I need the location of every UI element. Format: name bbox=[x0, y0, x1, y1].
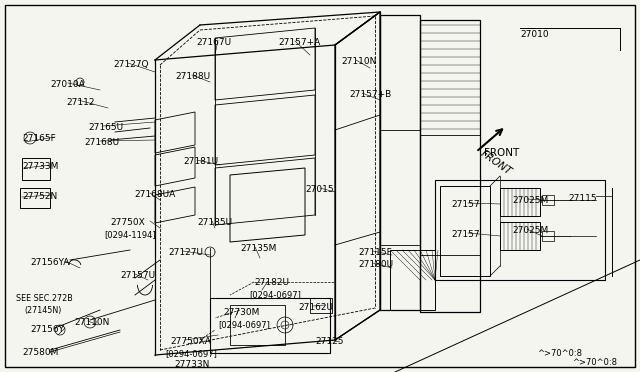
Text: 27115F: 27115F bbox=[358, 248, 392, 257]
Text: 27025M: 27025M bbox=[512, 196, 548, 205]
Text: 27157+A: 27157+A bbox=[278, 38, 320, 47]
Text: 27162U: 27162U bbox=[298, 303, 333, 312]
Text: 27168U: 27168U bbox=[84, 138, 119, 147]
Bar bbox=[435, 180, 605, 280]
Text: 27188U: 27188U bbox=[175, 72, 210, 81]
Text: 27156Y: 27156Y bbox=[30, 325, 64, 334]
Text: [0294-0697]: [0294-0697] bbox=[218, 320, 270, 329]
Text: FRONT: FRONT bbox=[484, 148, 519, 158]
Text: 27110N: 27110N bbox=[341, 57, 376, 66]
Bar bbox=[310, 298, 332, 313]
Text: [0294-1194]: [0294-1194] bbox=[104, 230, 156, 239]
Bar bbox=[22, 158, 50, 180]
Text: 27156YA: 27156YA bbox=[30, 258, 69, 267]
Text: 27015: 27015 bbox=[305, 185, 333, 194]
Bar bbox=[390, 250, 435, 310]
Text: 27157+B: 27157+B bbox=[349, 90, 391, 99]
Text: 27750XA: 27750XA bbox=[170, 337, 211, 346]
Text: 27167U: 27167U bbox=[196, 38, 231, 47]
Text: [0294-0697]: [0294-0697] bbox=[249, 290, 301, 299]
Text: 27168UA: 27168UA bbox=[134, 190, 175, 199]
Text: 27185U: 27185U bbox=[197, 218, 232, 227]
Text: 27112: 27112 bbox=[66, 98, 95, 107]
Text: 27730M: 27730M bbox=[223, 308, 259, 317]
Text: 27752N: 27752N bbox=[22, 192, 57, 201]
Text: 27182U: 27182U bbox=[254, 278, 289, 287]
Text: [0294-0697]: [0294-0697] bbox=[165, 349, 217, 358]
Text: 27733N: 27733N bbox=[174, 360, 209, 369]
Text: 27580M: 27580M bbox=[22, 348, 58, 357]
Text: 27125: 27125 bbox=[315, 337, 344, 346]
Text: 27157U: 27157U bbox=[120, 271, 155, 280]
Text: 27165U: 27165U bbox=[88, 123, 123, 132]
Text: 27180U: 27180U bbox=[358, 260, 393, 269]
Text: 27157: 27157 bbox=[451, 200, 479, 209]
Bar bbox=[500, 222, 540, 250]
Text: 27010: 27010 bbox=[520, 30, 548, 39]
Text: 27135M: 27135M bbox=[240, 244, 276, 253]
Text: 27025M: 27025M bbox=[512, 226, 548, 235]
Text: ^>70^0:8: ^>70^0:8 bbox=[572, 358, 617, 367]
Text: 27165F: 27165F bbox=[22, 134, 56, 143]
Bar bbox=[230, 305, 285, 345]
Text: 27733M: 27733M bbox=[22, 162, 58, 171]
Bar bbox=[500, 188, 540, 216]
Text: 27010A: 27010A bbox=[50, 80, 84, 89]
Text: 27110N: 27110N bbox=[74, 318, 109, 327]
Bar bbox=[542, 195, 554, 205]
Text: 27157: 27157 bbox=[451, 230, 479, 239]
Text: 27750X: 27750X bbox=[110, 218, 145, 227]
Text: 27181U: 27181U bbox=[183, 157, 218, 166]
Text: 27127U: 27127U bbox=[168, 248, 203, 257]
Text: 27127Q: 27127Q bbox=[113, 60, 148, 69]
Text: FRONT: FRONT bbox=[479, 148, 514, 177]
Text: 27115: 27115 bbox=[568, 194, 596, 203]
Text: SEE SEC.272B: SEE SEC.272B bbox=[16, 294, 73, 303]
Text: (27145N): (27145N) bbox=[24, 306, 61, 315]
Bar bbox=[20, 188, 50, 208]
Text: ^>70^0:8: ^>70^0:8 bbox=[537, 349, 582, 358]
Bar bbox=[210, 298, 330, 353]
Bar bbox=[542, 231, 554, 241]
